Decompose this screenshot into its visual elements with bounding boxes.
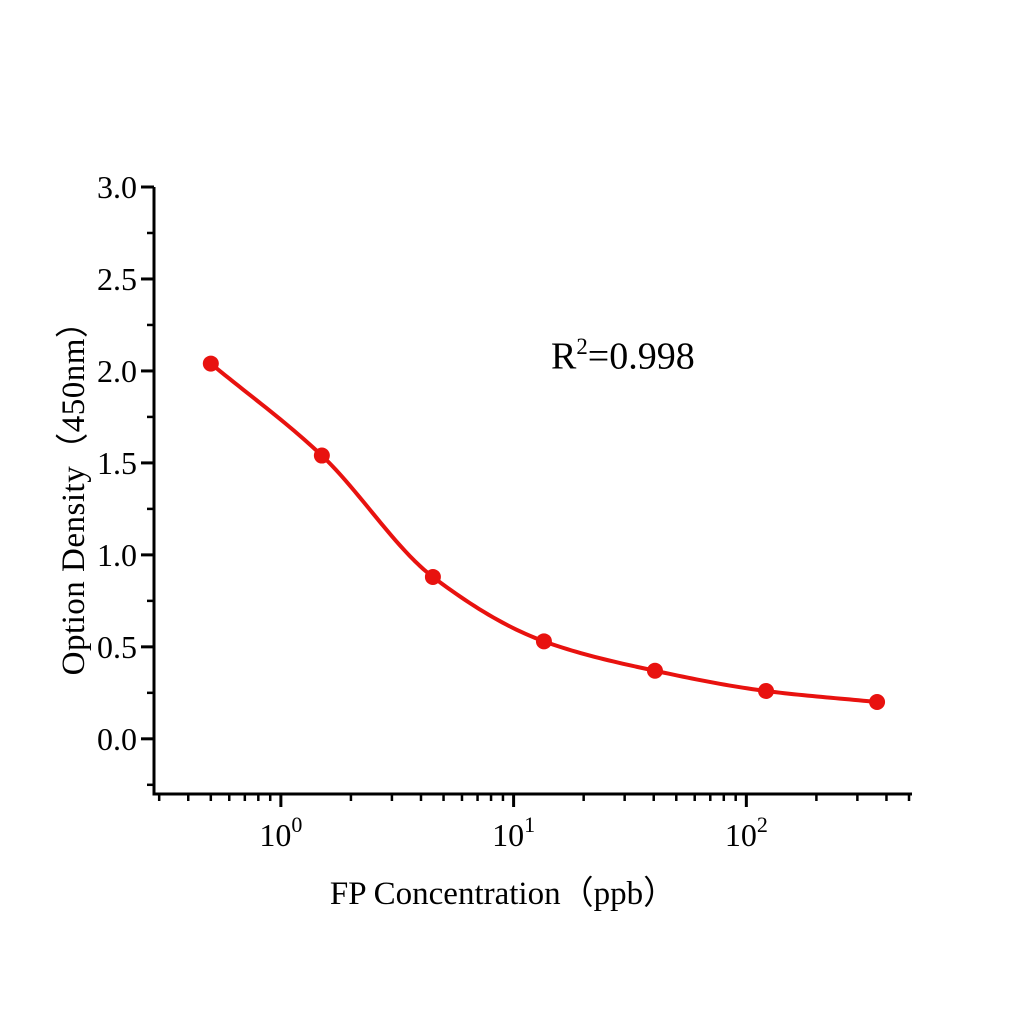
y-tick-label: 0.0: [97, 721, 137, 757]
r-squared-annotation: R2=0.998: [551, 333, 695, 378]
fit-curve: [208, 361, 880, 705]
data-point: [424, 568, 441, 585]
annotation-value: =0.998: [587, 335, 695, 378]
x-axis-title: FP Concentration（ppb）: [329, 876, 677, 912]
data-point: [313, 447, 330, 464]
data-point: [758, 682, 775, 699]
annotation-base: R: [551, 335, 577, 378]
data-point: [535, 633, 552, 650]
data-point: [869, 694, 886, 711]
y-tick-label: 0.5: [97, 629, 137, 665]
y-tick-label: 1.0: [97, 537, 137, 573]
x-tick-label: 101: [492, 812, 535, 853]
x-tick-label: 100: [259, 812, 302, 853]
data-point: [646, 662, 663, 679]
y-tick-label: 2.5: [97, 261, 137, 297]
axis-lines: [152, 187, 912, 796]
x-tick-label: 102: [725, 812, 768, 853]
data-point: [202, 355, 219, 372]
annotation-exponent: 2: [576, 333, 588, 359]
y-axis-title: Option Density（450nm）: [56, 304, 92, 676]
y-tick-label: 2.0: [97, 353, 137, 389]
y-tick-label: 3.0: [97, 169, 137, 205]
y-tick-label: 1.5: [97, 445, 137, 481]
